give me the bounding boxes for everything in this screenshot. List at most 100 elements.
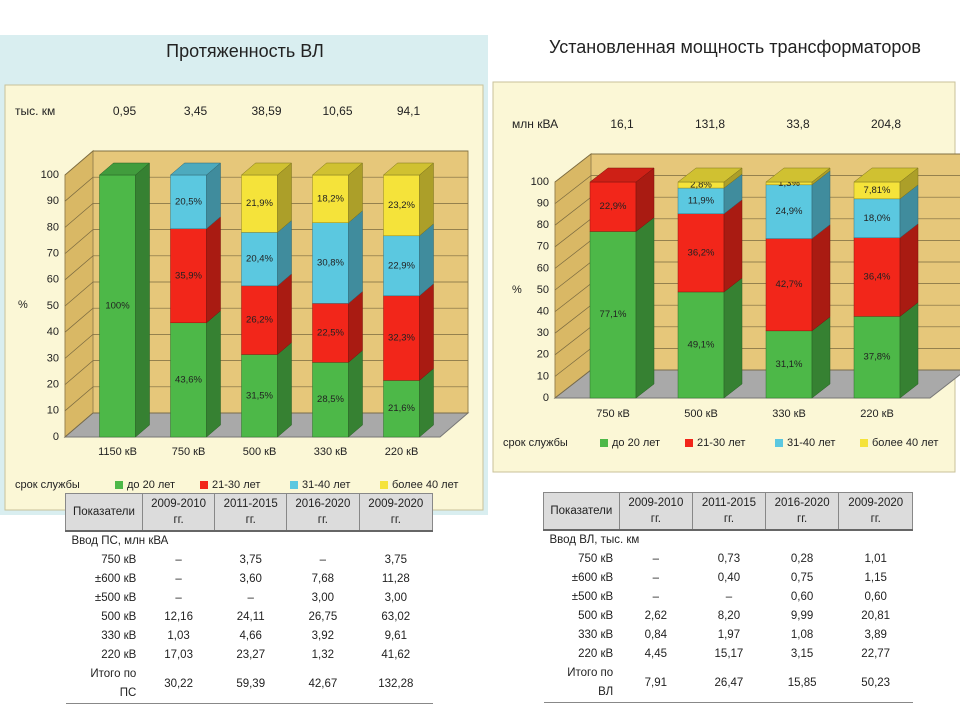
legend-swatch [600,439,608,447]
table-row: 500 кВ 2,62 8,20 9,99 20,81 [544,607,913,626]
table-cell: 7,91 [619,664,693,703]
header-cell: 2009-2010 гг. [618,492,694,531]
bar-side [277,341,292,438]
legend-swatch [115,481,123,489]
y-tick-label: 60 [47,274,59,286]
table-cell: 20,81 [861,610,891,622]
table-cell: – [652,553,660,565]
total-label: 204,8 [871,117,901,131]
bar-side [206,216,221,324]
legend-swatch [685,439,693,447]
bar-top [853,167,919,183]
total-label: 33,8 [786,117,810,131]
table-cell: 0,60 [790,591,814,603]
legend-title: срок службы [503,437,568,449]
table-cell: – [175,554,182,566]
y-tick-label: 100 [41,169,59,181]
legend-label: 21-30 лет [212,479,260,491]
table-cell: Итого по ПС [65,665,143,704]
table-cell: ±500 кВ [571,591,614,603]
bar-side [723,199,743,293]
y-tick-label: 20 [537,349,549,361]
bar-side [419,162,434,237]
bar-side [277,273,292,356]
bar-segment [241,232,278,287]
header-cell: 2009-2020 гг. [838,492,913,531]
x-tick-label: 750 кВ [596,408,630,420]
table-cell: 42,67 [286,665,360,704]
y-tick-label: 20 [47,379,59,391]
table-row: 220 кВ 17,03 23,27 1,32 41,62 [66,646,433,665]
table-cell: 26,75 [308,611,338,623]
table-cell: 7,68 [311,573,335,585]
table-cell: 24,11 [236,611,265,623]
table-row: ±500 кВ – – 3,00 3,00 [66,589,433,608]
y-tick-label: 0 [53,431,59,443]
table-cell: 1,08 [790,629,814,641]
bar-segment [170,322,207,438]
table-cell: 500 кВ [578,610,614,622]
y-tick-label: 10 [47,405,59,417]
bar-segment [170,174,207,229]
table-cell: – [175,592,182,604]
bar-top [589,167,655,183]
table-cell: 26,47 [692,664,766,703]
bar-label: 31,1% [776,359,803,370]
table-cell: ±500 кВ [94,592,137,604]
table-cell: 1,01 [864,553,887,565]
bar-side [348,210,363,304]
table-cell: 0,73 [717,553,741,565]
bar-label: 20,4% [246,254,273,265]
table-cell: 132,28 [359,665,433,704]
y-tick-label: 30 [47,352,59,364]
bar-top [240,162,293,176]
table-cell: 0,28 [790,553,814,565]
bar-label: 36,2% [688,247,715,258]
legend-swatch [200,481,208,489]
bar-segment [765,184,813,239]
legend-label: более 40 лет [392,479,458,491]
table-row: ±600 кВ – 0,40 0,75 1,15 [544,569,913,588]
bar-top [382,162,435,176]
bar-segment [241,285,278,355]
table-cell: 3,75 [239,554,262,566]
table-cell: 1,97 [717,629,741,641]
header-cell: Показатели [543,492,620,531]
table-cell: ±600 кВ [571,572,614,584]
section-cell: Ввод ПС, млн кВА [65,530,433,551]
legend-label: 31-40 лет [787,437,835,449]
grid-line [554,153,960,183]
bar-side [899,223,919,317]
bar-top [311,162,364,176]
y-tick-label: 40 [537,306,549,318]
table-cell: 3,00 [311,592,335,604]
x-tick-label: 330 кВ [314,446,348,458]
table-cell: 500 кВ [101,611,137,623]
total-label: 38,59 [251,104,281,118]
bar-label: 43,6% [175,374,202,385]
bar-side [723,277,743,399]
bar-side [419,223,434,297]
table-cell: Итого по ВЛ [543,664,620,703]
table-cell: 330 кВ [578,629,614,641]
header-cell: 2016-2020 гг. [286,493,360,532]
chart-title: Протяженность ВЛ [166,41,324,61]
header-cell: Показатели [65,493,143,532]
table-cell: 0,40 [717,572,741,584]
y-tick-label: 80 [537,219,549,231]
table-cell: 22,77 [861,648,891,660]
table: Показатели 2009-2010 гг. 2011-2015 гг. 2016… [65,493,434,704]
table-cell: – [319,554,327,566]
total-label: 94,1 [397,104,421,118]
bar-label: 30,8% [317,258,344,269]
bar-label: 11,9% [688,195,715,206]
table-row: Итого по ВЛ 7,91 26,47 15,85 50,23 [543,664,913,703]
table-cell: 220 кВ [578,648,614,660]
table-row: 330 кВ 1,03 4,66 3,92 9,61 [66,627,433,646]
table-cell: 11,28 [381,573,410,585]
bar-side [635,216,655,399]
table-cell: 750 кВ [101,554,137,566]
section-cell: Ввод ВЛ, тыс. км [543,529,913,550]
header-cell: 2009-2010 гг. [141,493,216,532]
